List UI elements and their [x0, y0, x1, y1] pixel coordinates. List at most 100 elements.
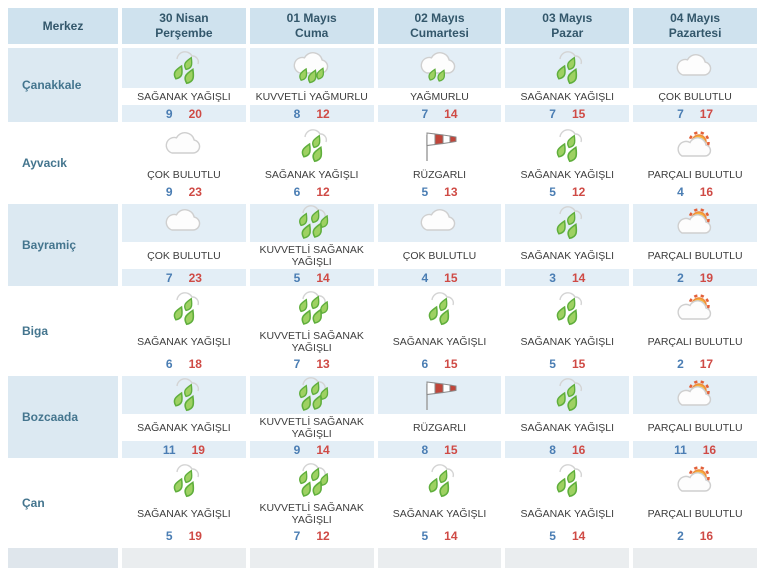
weather-cell: ÇOK BULUTLU 4 15 — [377, 204, 502, 286]
weather-cell: PARÇALI BULUTLU 2 16 — [633, 462, 757, 544]
temperature-range: 7 14 — [377, 105, 502, 122]
header-day-date: 01 Mayıs — [286, 11, 337, 25]
weather-cell: SAĞANAK YAĞIŞLI 6 12 — [249, 126, 374, 200]
max-temperature: 16 — [571, 442, 586, 457]
header-day-weekday: Pazartesi — [668, 26, 722, 40]
partial-weather-cell — [122, 548, 246, 568]
temperature-range: 8 15 — [377, 441, 502, 458]
header-day-date: 04 Mayıs — [670, 11, 721, 25]
table-row: Çan SAĞANAK YAĞIŞLI 5 19 KUVVETLİ SAĞANAK YA… — [8, 462, 757, 544]
min-temperature: 9 — [293, 442, 301, 457]
max-temperature: 19 — [699, 270, 714, 285]
weather-description: SAĞANAK YAĞIŞLI — [249, 166, 374, 183]
weather-cell: RÜZGARLI 5 13 — [377, 126, 502, 200]
weather-cell: KUVVETLİ SAĞANAK YAĞIŞLI 7 13 — [249, 290, 374, 372]
min-temperature: 3 — [549, 270, 556, 285]
header-day-1: 01 Mayıs Cuma — [249, 8, 374, 44]
max-temperature: 16 — [702, 442, 717, 457]
max-temperature: 18 — [188, 356, 202, 371]
min-temperature: 8 — [421, 442, 429, 457]
weather-description: KUVVETLİ SAĞANAK YAĞIŞLI — [249, 328, 374, 355]
temperature-range: 11 19 — [122, 441, 246, 458]
min-temperature: 4 — [421, 270, 429, 285]
weather-cell: KUVVETLİ SAĞANAK YAĞIŞLI 9 14 — [249, 376, 374, 458]
weather-description: SAĞANAK YAĞIŞLI — [122, 328, 246, 355]
weather-description: SAĞANAK YAĞIŞLI — [377, 328, 502, 355]
shower-rain-icon — [505, 126, 630, 166]
temperature-range: 6 12 — [249, 183, 374, 200]
shower-rain-icon — [505, 204, 630, 242]
partly-cloudy-icon — [633, 290, 757, 328]
weather-description: PARÇALI BULUTLU — [633, 414, 757, 441]
weather-description: ÇOK BULUTLU — [122, 242, 246, 269]
weather-cell: SAĞANAK YAĞIŞLI 5 14 — [505, 462, 630, 544]
shower-rain-icon — [122, 462, 246, 500]
weather-description: SAĞANAK YAĞIŞLI — [505, 328, 630, 355]
max-temperature: 16 — [699, 184, 714, 199]
shower-rain-icon — [249, 126, 374, 166]
shower-rain-icon — [505, 376, 630, 414]
temperature-range: 5 12 — [505, 183, 630, 200]
min-temperature: 8 — [293, 106, 301, 121]
table-row: Bozcaada SAĞANAK YAĞIŞLI 11 19 KUVVETLİ SAĞA… — [8, 376, 757, 458]
weather-cell: SAĞANAK YAĞIŞLI 5 12 — [505, 126, 630, 200]
weather-description: ÇOK BULUTLU — [633, 88, 757, 105]
weather-cell: PARÇALI BULUTLU 2 19 — [633, 204, 757, 286]
heavy-shower-rain-icon — [249, 290, 374, 328]
weather-cell: SAĞANAK YAĞIŞLI 5 19 — [122, 462, 246, 544]
header-day-date: 02 Mayıs — [414, 11, 465, 25]
weather-cell: ÇOK BULUTLU 9 23 — [122, 126, 246, 200]
windsock-icon — [377, 126, 502, 166]
min-temperature: 4 — [677, 184, 684, 199]
weather-description: KUVVETLİ YAĞMURLU — [249, 88, 374, 105]
weather-description: SAĞANAK YAĞIŞLI — [505, 88, 630, 105]
header-day-3: 03 Mayıs Pazar — [505, 8, 630, 44]
weather-cell: PARÇALI BULUTLU 11 16 — [633, 376, 757, 458]
cloudy-icon — [633, 48, 757, 88]
weather-description: SAĞANAK YAĞIŞLI — [505, 242, 630, 269]
center-name: Çanakkale — [8, 48, 118, 122]
min-temperature: 7 — [421, 106, 429, 121]
weather-description: KUVVETLİ SAĞANAK YAĞIŞLI — [249, 242, 374, 269]
min-temperature: 5 — [293, 270, 301, 285]
weather-cell: PARÇALI BULUTLU 4 16 — [633, 126, 757, 200]
table-row: Biga SAĞANAK YAĞIŞLI 6 18 KUVVETLİ SAĞANAK Y… — [8, 290, 757, 372]
min-temperature: 7 — [293, 528, 301, 543]
weather-description: KUVVETLİ SAĞANAK YAĞIŞLI — [249, 414, 374, 441]
weather-cell: KUVVETLİ SAĞANAK YAĞIŞLI 7 12 — [249, 462, 374, 544]
center-name: Bayramiç — [8, 204, 118, 286]
min-temperature: 6 — [293, 184, 301, 199]
shower-rain-icon — [377, 290, 502, 328]
min-temperature: 5 — [549, 528, 556, 543]
center-name: Ayvacık — [8, 126, 118, 200]
weather-description: SAĞANAK YAĞIŞLI — [505, 166, 630, 183]
table-row: Çanakkale SAĞANAK YAĞIŞLI 9 20 KUVVETLİ YAĞM… — [8, 48, 757, 122]
temperature-range: 4 16 — [633, 183, 757, 200]
weather-description: SAĞANAK YAĞIŞLI — [505, 414, 630, 441]
header-day-weekday: Pazar — [551, 26, 584, 40]
min-temperature: 11 — [674, 442, 687, 457]
partly-cloudy-icon — [633, 462, 757, 500]
max-temperature: 12 — [316, 184, 330, 199]
table-header: Merkez 30 Nisan Perşembe 01 Mayıs Cuma 02 May… — [8, 8, 757, 44]
partly-cloudy-icon — [633, 376, 757, 414]
max-temperature: 12 — [316, 528, 330, 543]
header-day-date: 03 Mayıs — [542, 11, 593, 25]
max-temperature: 14 — [571, 270, 586, 285]
center-name: Çan — [8, 462, 118, 544]
weather-description: KUVVETLİ SAĞANAK YAĞIŞLI — [249, 500, 374, 527]
max-temperature: 12 — [316, 106, 330, 121]
max-temperature: 14 — [316, 442, 330, 457]
temperature-range: 7 13 — [249, 355, 374, 372]
weather-cell: KUVVETLİ YAĞMURLU 8 12 — [249, 48, 374, 122]
heavy-shower-rain-icon — [249, 204, 374, 242]
header-day-4: 04 Mayıs Pazartesi — [633, 8, 757, 44]
weather-cell: SAĞANAK YAĞIŞLI 3 14 — [505, 204, 630, 286]
header-day-2: 02 Mayıs Cumartesi — [377, 8, 502, 44]
windsock-icon — [377, 376, 502, 414]
max-temperature: 23 — [188, 184, 202, 199]
weather-cell: ÇOK BULUTLU 7 17 — [633, 48, 757, 122]
max-temperature: 12 — [571, 184, 586, 199]
partial-weather-cell — [249, 548, 374, 568]
temperature-range: 9 23 — [122, 183, 246, 200]
